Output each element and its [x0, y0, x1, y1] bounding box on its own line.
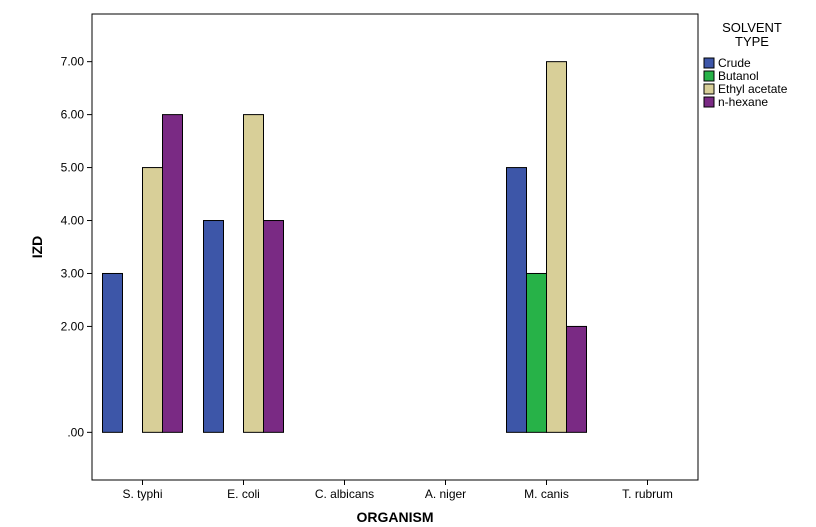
- y-axis-title: IZD: [29, 236, 45, 259]
- legend-swatch-butanol: [703, 70, 715, 82]
- legend-swatch-n-hexane: [703, 96, 715, 108]
- legend-swatch-ethyl-acetate: [703, 83, 715, 95]
- y-tick-label: 5.00: [61, 161, 85, 175]
- y-tick-label: 4.00: [61, 214, 85, 228]
- bar-ethyl-acetate-5: [546, 61, 567, 433]
- y-tick-label: 7.00: [61, 55, 85, 69]
- legend-label-crude: Crude: [718, 56, 751, 70]
- x-tick-label: T. rubrum: [622, 487, 673, 501]
- legend-label-n-hexane: n-hexane: [718, 95, 768, 109]
- bar-ethyl-acetate-1: [142, 167, 163, 433]
- bar-crude-5: [506, 167, 527, 433]
- bar-crude-1: [102, 272, 123, 433]
- legend-label-ethyl-acetate: Ethyl acetate: [718, 82, 788, 96]
- bar-ethyl-acetate-2: [243, 114, 264, 433]
- bar-n-hexane-5: [566, 325, 587, 433]
- legend-title-line-2: TYPE: [735, 34, 769, 49]
- y-tick-label: 6.00: [61, 108, 85, 122]
- bars-group: [102, 61, 587, 433]
- y-tick-label: .00: [67, 425, 84, 439]
- x-tick-label: C. albicans: [315, 487, 374, 501]
- x-tick-label: A. niger: [425, 487, 466, 501]
- legend-swatch-crude: [703, 57, 715, 69]
- x-tick-label: E. coli: [227, 487, 260, 501]
- bar-n-hexane-2: [263, 220, 284, 433]
- bar-n-hexane-1: [162, 114, 183, 433]
- bar-crude-2: [203, 220, 224, 433]
- legend-label-butanol: Butanol: [718, 69, 759, 83]
- x-tick-label: M. canis: [524, 487, 569, 501]
- y-tick-label: 2.00: [61, 319, 85, 333]
- y-tick-label: 3.00: [61, 266, 85, 280]
- legend-title-line-1: SOLVENT: [722, 20, 782, 35]
- x-axis-title: ORGANISM: [357, 509, 434, 525]
- plot-frame: [91, 13, 699, 481]
- y-axis: .00 2.00 3.00 4.00 5.00 6.00 7.00: [61, 55, 92, 439]
- bar-butanol-5: [526, 272, 547, 433]
- x-axis: S. typhi E. coli C. albicans A. niger M. can…: [122, 480, 673, 501]
- x-tick-label: S. typhi: [122, 487, 162, 501]
